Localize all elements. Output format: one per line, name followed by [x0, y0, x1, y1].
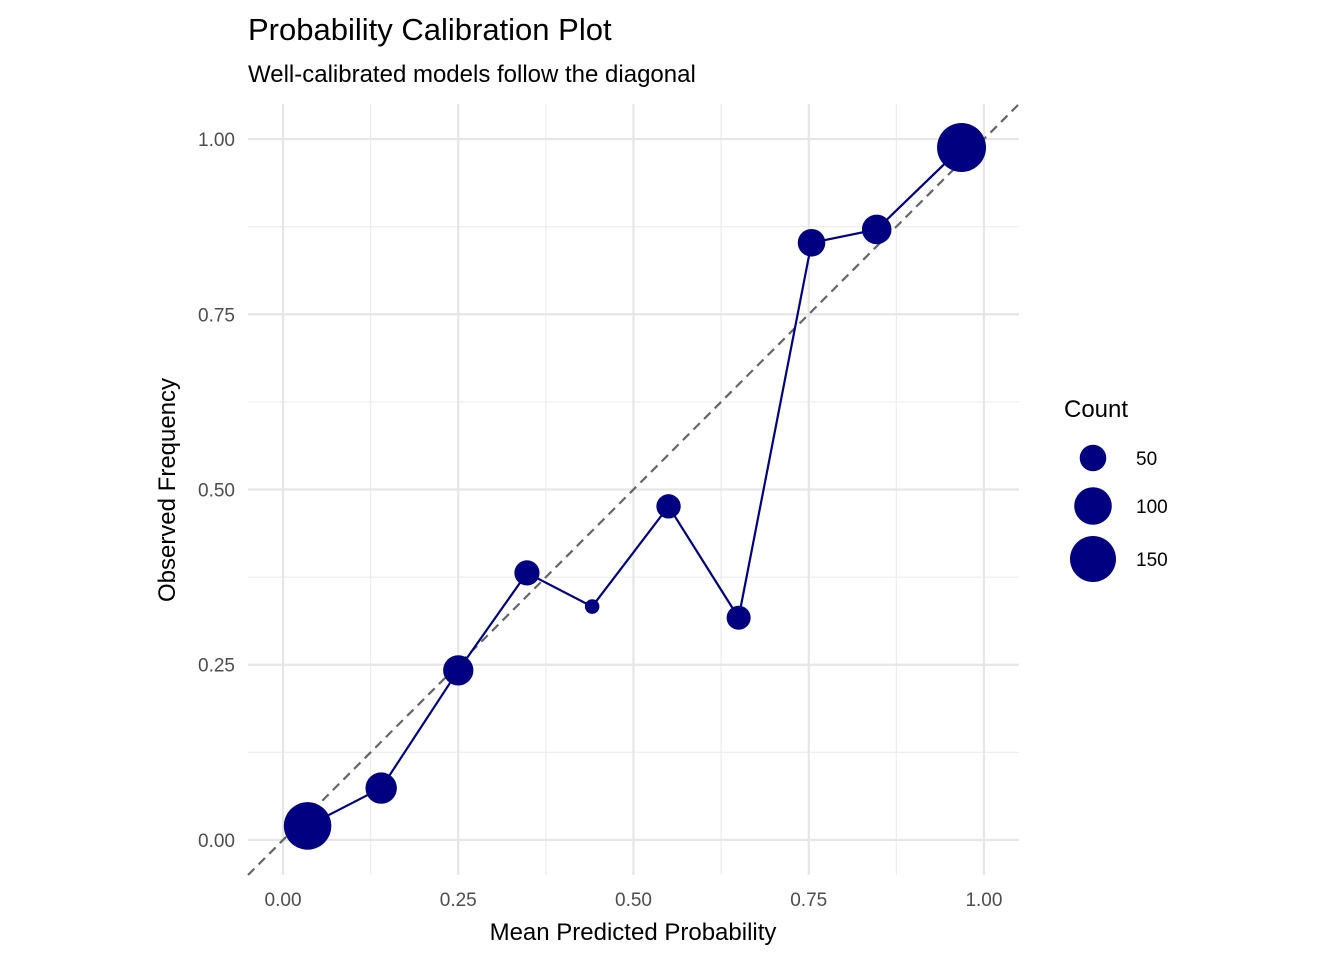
y-tick-label: 0.25 — [198, 656, 235, 677]
x-tick-label: 0.50 — [615, 890, 652, 911]
data-point — [656, 494, 681, 519]
series-layer — [283, 122, 987, 850]
data-point — [443, 655, 474, 686]
x-axis-title: Mean Predicted Probability — [490, 919, 777, 946]
x-tick-label: 0.00 — [265, 890, 302, 911]
x-tick-label: 0.25 — [440, 890, 477, 911]
legend-label: 150 — [1136, 550, 1168, 571]
chart-subtitle: Well-calibrated models follow the diagon… — [248, 61, 696, 88]
legend: Count 50 100 150 — [1064, 396, 1168, 583]
legend-label: 100 — [1136, 497, 1168, 518]
data-point — [514, 560, 540, 586]
data-point — [365, 772, 397, 804]
legend-label: 50 — [1136, 449, 1157, 470]
y-tick-label: 0.50 — [198, 481, 235, 502]
chart-title: Probability Calibration Plot — [248, 12, 612, 47]
y-tick-label: 0.75 — [198, 305, 235, 326]
data-point — [726, 605, 751, 630]
legend-key — [1074, 487, 1112, 525]
data-point — [283, 802, 332, 850]
y-tick-label: 1.00 — [198, 130, 235, 151]
y-axis-title: Observed Frequency — [154, 378, 181, 602]
legend-title: Count — [1064, 396, 1128, 423]
data-point — [861, 214, 892, 245]
x-tick-label: 1.00 — [965, 890, 1002, 911]
series-line — [307, 146, 963, 827]
y-axis-ticks: 0.00 0.25 0.50 0.75 1.00 — [198, 130, 235, 852]
x-tick-label: 0.75 — [790, 890, 827, 911]
y-tick-label: 0.00 — [198, 831, 235, 852]
data-point — [584, 599, 600, 614]
data-point — [797, 228, 826, 257]
data-point — [937, 122, 987, 172]
legend-key — [1079, 444, 1107, 472]
legend-key — [1069, 535, 1117, 583]
x-axis-ticks: 0.00 0.25 0.50 0.75 1.00 — [265, 890, 1003, 911]
